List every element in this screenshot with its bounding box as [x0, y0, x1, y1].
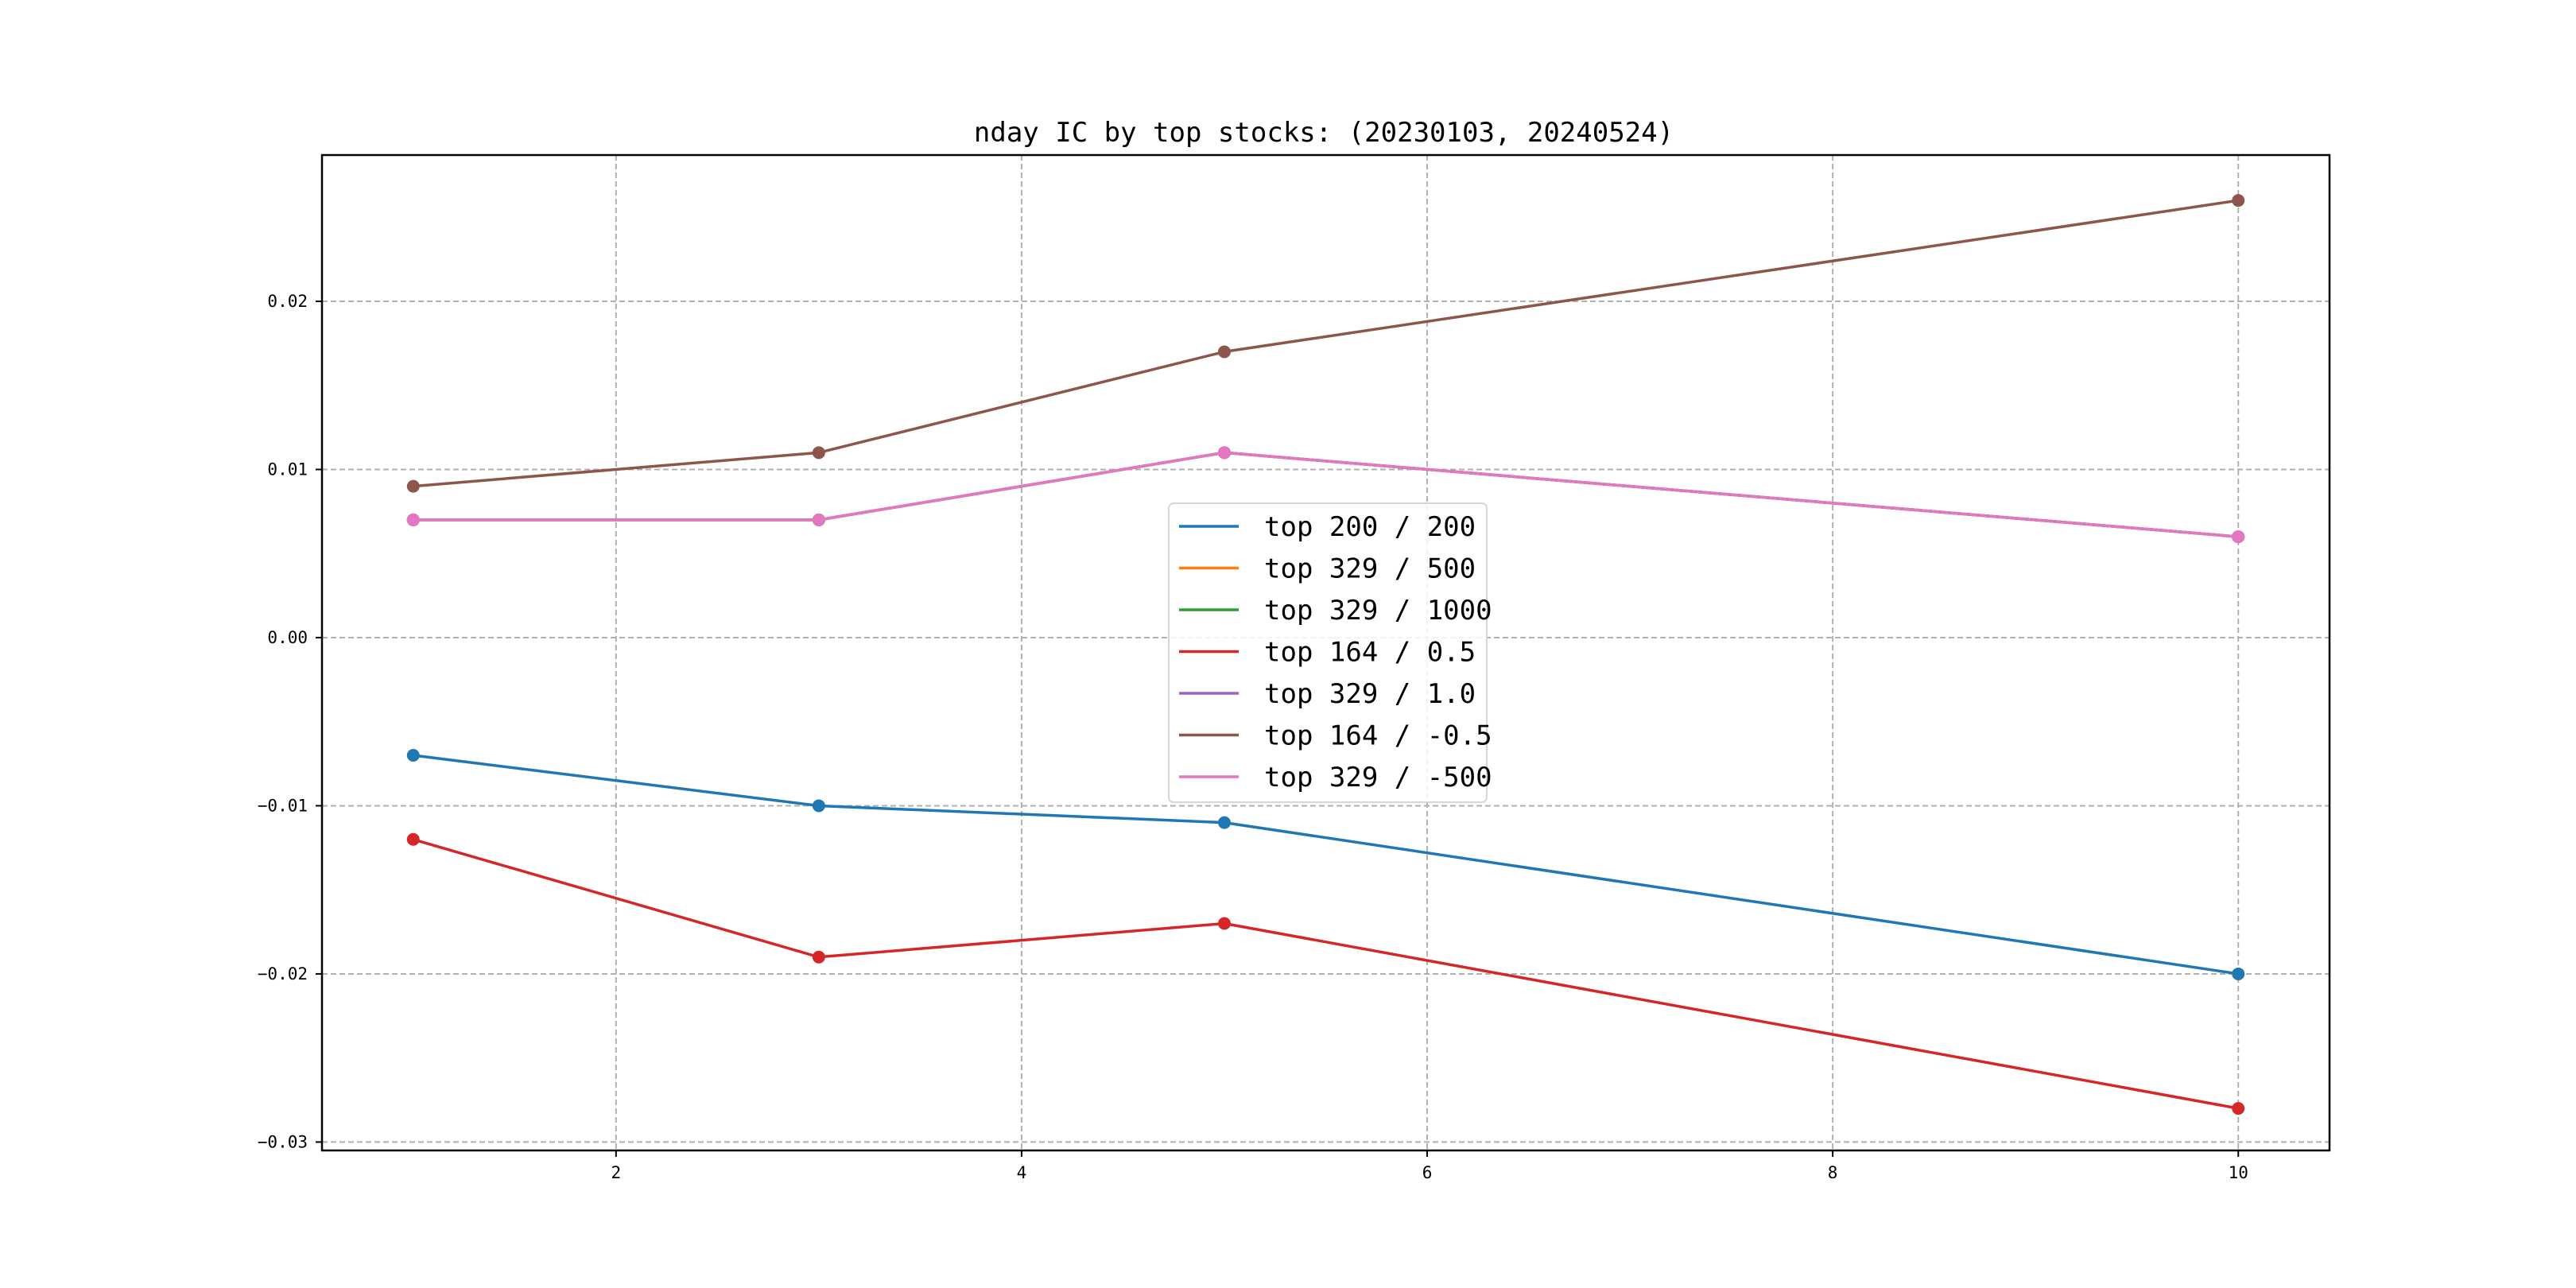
- series-3: [406, 832, 2245, 1115]
- x-tick-label: 10: [2229, 1163, 2248, 1182]
- legend-entry: top 329 / 500: [1179, 553, 1476, 585]
- x-tick-label: 8: [1828, 1163, 1838, 1182]
- legend-box: [1168, 502, 1488, 803]
- plot-series: [406, 194, 2245, 1115]
- series-0: [406, 749, 2245, 980]
- series-line: [413, 199, 2239, 488]
- y-tick-label: 0.00: [267, 628, 308, 647]
- data-point: [1217, 446, 1231, 460]
- y-tick-label: −0.01: [258, 796, 308, 815]
- legend-entry: top 200 / 200: [1179, 511, 1476, 543]
- legend-label: top 329 / 1000: [1264, 595, 1492, 627]
- data-point: [2232, 194, 2245, 208]
- legend-entry: top 164 / -0.5: [1179, 720, 1492, 752]
- data-point: [1217, 816, 1231, 829]
- series-line: [413, 451, 2239, 538]
- data-point: [406, 749, 420, 762]
- data-point: [812, 513, 825, 526]
- x-tick-label: 6: [1422, 1163, 1433, 1182]
- series-5: [406, 194, 2245, 493]
- series-6: [406, 446, 2245, 544]
- data-point: [1217, 917, 1231, 930]
- plot-frame: [320, 153, 2331, 1152]
- data-point: [812, 446, 825, 460]
- legend-entry: top 164 / 0.5: [1179, 637, 1476, 669]
- x-tick-label: 2: [611, 1163, 621, 1182]
- y-tick-label: −0.03: [258, 1132, 308, 1151]
- legend-entry: top 329 / 1000: [1179, 595, 1492, 627]
- legend-label: top 329 / 1.0: [1264, 678, 1476, 710]
- y-tick-label: −0.02: [258, 964, 308, 983]
- axis-ticks: 2 4 6 8 10 −0.03 −0.02 −0.01 0.00 0.01 0.02: [258, 292, 2248, 1182]
- series-line: [413, 754, 2239, 976]
- legend-label: top 329 / 500: [1264, 553, 1476, 585]
- y-tick-label: 0.01: [267, 460, 308, 479]
- grid-lines: [322, 155, 2330, 1150]
- data-point: [812, 799, 825, 813]
- data-point: [2232, 530, 2245, 544]
- data-point: [812, 950, 825, 964]
- chart-title: nday IC by top stocks: (20230103, 202405…: [974, 117, 1674, 149]
- legend: top 200 / 200 top 329 / 500 top 329 / 1000…: [1168, 502, 1492, 803]
- data-point: [406, 832, 420, 846]
- legend-label: top 200 / 200: [1264, 511, 1476, 543]
- legend-label: top 164 / 0.5: [1264, 637, 1476, 669]
- data-point: [2232, 967, 2245, 980]
- data-point: [2232, 1102, 2245, 1115]
- data-point: [406, 513, 420, 526]
- legend-entry: top 329 / -500: [1179, 762, 1492, 793]
- y-tick-label: 0.02: [267, 292, 308, 311]
- x-tick-label: 4: [1017, 1163, 1027, 1182]
- legend-entry: top 329 / 1.0: [1179, 678, 1476, 710]
- data-point: [406, 479, 420, 493]
- legend-label: top 164 / -0.5: [1264, 720, 1492, 752]
- legend-label: top 329 / -500: [1264, 762, 1492, 793]
- series-line: [413, 838, 2239, 1110]
- data-point: [1217, 345, 1231, 359]
